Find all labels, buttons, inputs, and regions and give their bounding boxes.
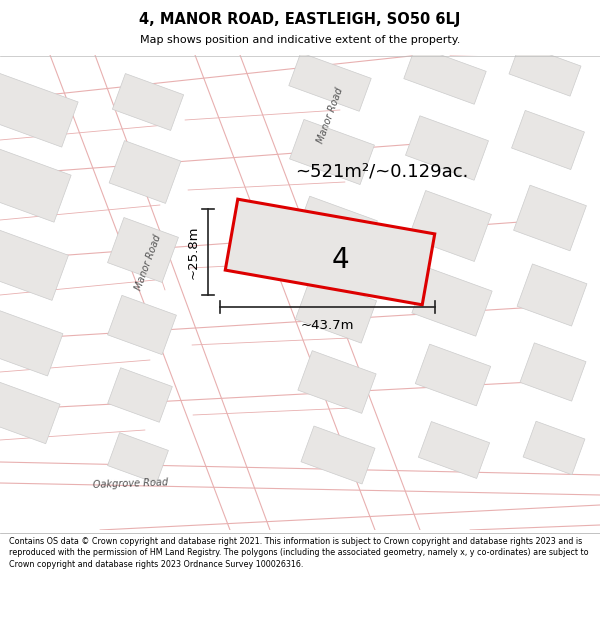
Polygon shape [293,196,377,268]
Text: ~521m²/~0.129ac.: ~521m²/~0.129ac. [295,163,469,181]
Polygon shape [409,191,491,261]
Polygon shape [517,264,587,326]
Polygon shape [290,119,374,184]
Polygon shape [514,185,586,251]
Polygon shape [415,344,491,406]
Polygon shape [412,268,492,336]
Text: 4: 4 [331,246,349,274]
Polygon shape [0,73,78,147]
Polygon shape [225,199,435,305]
Polygon shape [301,426,375,484]
Text: Contains OS data © Crown copyright and database right 2021. This information is : Contains OS data © Crown copyright and d… [9,537,589,569]
Text: Manor Road: Manor Road [133,232,163,291]
Polygon shape [107,217,178,282]
Text: ~25.8m: ~25.8m [187,225,200,279]
Text: ~43.7m: ~43.7m [301,319,354,332]
Polygon shape [107,296,176,354]
Polygon shape [0,229,68,301]
Polygon shape [509,44,581,96]
Polygon shape [289,52,371,111]
Text: Manor Road: Manor Road [315,86,345,144]
Polygon shape [404,46,486,104]
Polygon shape [107,368,172,423]
Polygon shape [107,432,169,483]
Polygon shape [109,141,181,203]
Polygon shape [523,421,585,475]
Polygon shape [406,116,488,180]
Polygon shape [418,421,490,479]
Text: Map shows position and indicative extent of the property.: Map shows position and indicative extent… [140,35,460,45]
Polygon shape [0,148,71,222]
Polygon shape [112,74,184,131]
Polygon shape [520,343,586,401]
Text: 4, MANOR ROAD, EASTLEIGH, SO50 6LJ: 4, MANOR ROAD, EASTLEIGH, SO50 6LJ [139,12,461,27]
Polygon shape [0,380,60,444]
Polygon shape [298,351,376,413]
Text: Oakgrove Road: Oakgrove Road [92,478,168,490]
Polygon shape [295,277,377,343]
Polygon shape [512,111,584,169]
Polygon shape [0,308,63,376]
